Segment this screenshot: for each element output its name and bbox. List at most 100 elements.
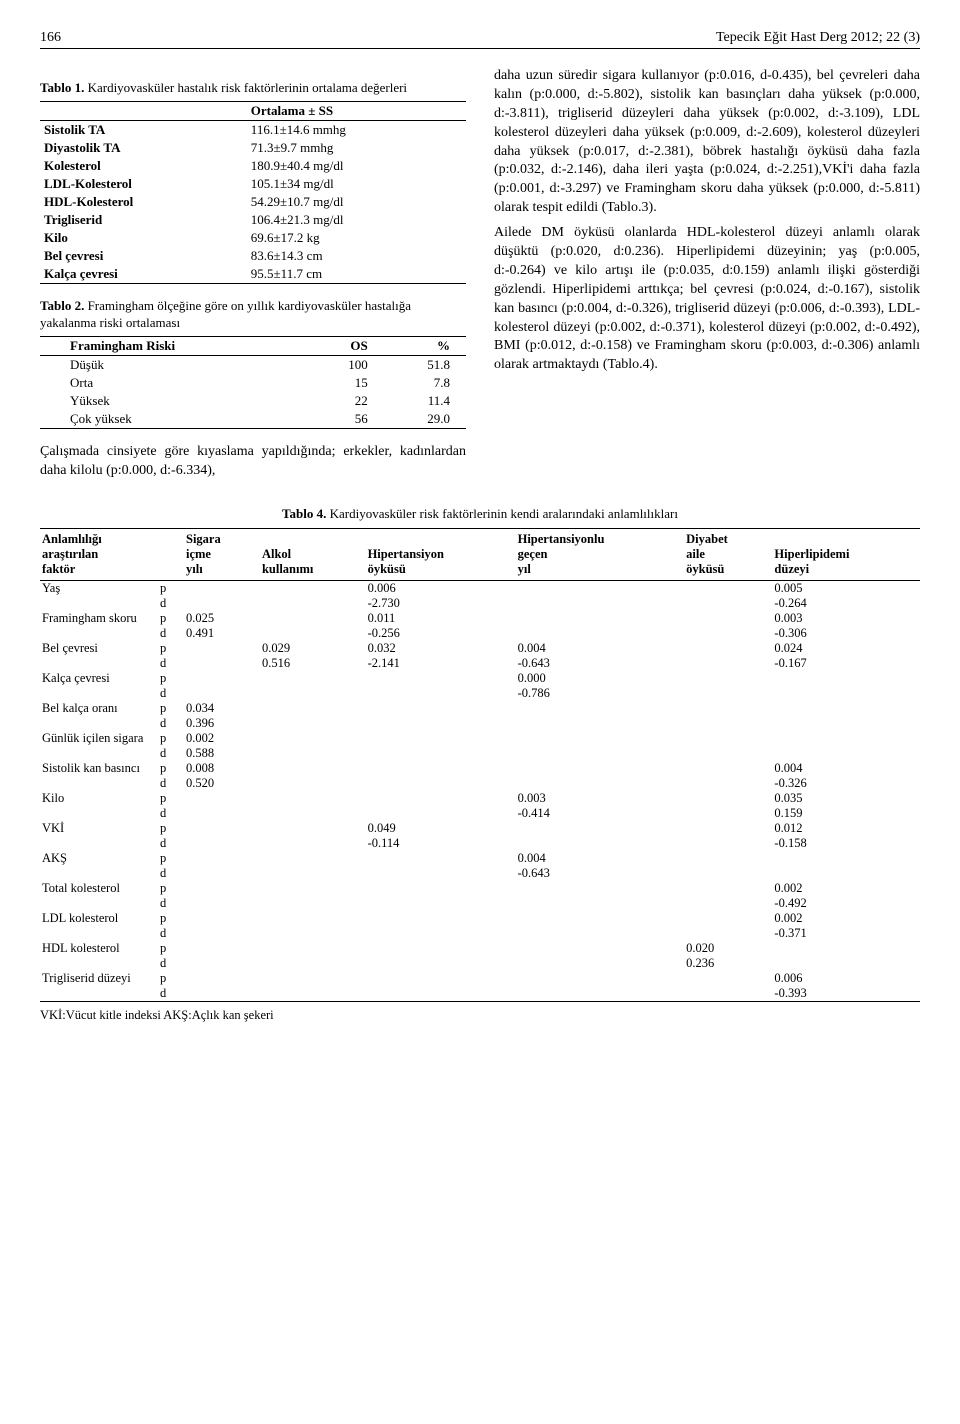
t4-header: Sigaraiçmeyılı: [184, 529, 260, 581]
t4-cell: [684, 986, 772, 1002]
t4-cell: [516, 986, 685, 1002]
t4-cell: [516, 761, 685, 776]
t4-pd: d: [158, 896, 184, 911]
table-row: d-0.371: [40, 926, 920, 941]
t4-label: Kalça çevresi: [40, 671, 158, 701]
table-row: Bel çevresi83.6±14.3 cm: [40, 247, 466, 265]
t4-cell: [772, 866, 920, 881]
t2-c2: 100: [308, 355, 384, 374]
t4-cell: 0.003: [772, 611, 920, 626]
t4-cell: [684, 896, 772, 911]
t4-pd: d: [158, 746, 184, 761]
t4-cell: -2.141: [366, 656, 516, 671]
t4-cell: [684, 641, 772, 656]
t4-cell: [684, 581, 772, 597]
table-row: d0.520-0.326: [40, 776, 920, 791]
table-row: AKŞp0.004: [40, 851, 920, 866]
t4-cell: -0.643: [516, 866, 685, 881]
table-row: LDL-Kolesterol105.1±34 mg/dl: [40, 175, 466, 193]
table-row: d-2.730-0.264: [40, 596, 920, 611]
t4-label: Framingham skoru: [40, 611, 158, 641]
t4-cell: 0.035: [772, 791, 920, 806]
t4-cell: [260, 716, 366, 731]
t4-label: Yaş: [40, 581, 158, 612]
t4-cell: [260, 956, 366, 971]
t4-cell: 0.491: [184, 626, 260, 641]
t4-cell: [516, 956, 685, 971]
table4-caption: Tablo 4. Kardiyovasküler risk faktörleri…: [40, 506, 920, 522]
t4-pd: p: [158, 611, 184, 626]
t4-pd: p: [158, 641, 184, 656]
t1-key: Kilo: [40, 229, 247, 247]
t4-cell: 0.002: [772, 881, 920, 896]
t2-c1: Düşük: [40, 355, 308, 374]
table-row: Yüksek2211.4: [40, 392, 466, 410]
t4-cell: [772, 671, 920, 686]
t4-cell: 0.049: [366, 821, 516, 836]
t4-label: HDL kolesterol: [40, 941, 158, 971]
t4-cell: [366, 686, 516, 701]
t4-cell: [366, 926, 516, 941]
table-row: Sistolik TA116.1±14.6 mmhg: [40, 120, 466, 139]
t1-val: 105.1±34 mg/dl: [247, 175, 466, 193]
t4-cell: -0.264: [772, 596, 920, 611]
t4-cell: [260, 581, 366, 597]
t2-c3: 29.0: [384, 410, 466, 429]
t4-pd: p: [158, 971, 184, 986]
t4-cell: [516, 971, 685, 986]
t4-label: Sistolik kan basıncı: [40, 761, 158, 791]
t4-label: Bel kalça oranı: [40, 701, 158, 731]
t4-cell: [684, 851, 772, 866]
t4-cell: [772, 956, 920, 971]
t1-val: 69.6±17.2 kg: [247, 229, 466, 247]
t1-val: 71.3±9.7 mmhg: [247, 139, 466, 157]
t4-cell: [184, 581, 260, 597]
t4-cell: [772, 701, 920, 716]
table2-caption-text: Framingham ölçeğine göre on yıllık kardi…: [40, 298, 411, 330]
t4-cell: [184, 926, 260, 941]
t4-cell: [772, 851, 920, 866]
t4-cell: [684, 701, 772, 716]
t1-val: 180.9±40.4 mg/dl: [247, 157, 466, 175]
t4-cell: [260, 926, 366, 941]
t4-cell: [260, 911, 366, 926]
table-row: d-0.393: [40, 986, 920, 1002]
table1-caption-text: Kardiyovasküler hastalık risk faktörleri…: [88, 80, 407, 95]
t4-header: Alkolkullanımı: [260, 529, 366, 581]
t4-cell: 0.034: [184, 701, 260, 716]
t4-pd: d: [158, 626, 184, 641]
t4-cell: [366, 791, 516, 806]
t4-cell: [516, 581, 685, 597]
t4-label: Total kolesterol: [40, 881, 158, 911]
t4-cell: [260, 881, 366, 896]
t4-cell: [516, 896, 685, 911]
t4-cell: 0.005: [772, 581, 920, 597]
t4-cell: [684, 731, 772, 746]
t4-header: Hipertansiyonöyküsü: [366, 529, 516, 581]
t4-cell: 0.011: [366, 611, 516, 626]
t4-cell: [184, 671, 260, 686]
t4-cell: [516, 821, 685, 836]
t4-cell: [516, 881, 685, 896]
t1-key: Sistolik TA: [40, 120, 247, 139]
t4-cell: [184, 941, 260, 956]
t4-cell: 0.024: [772, 641, 920, 656]
t4-header: Hiperlipidemidüzeyi: [772, 529, 920, 581]
t1-val: 54.29±10.7 mg/dl: [247, 193, 466, 211]
table2: Framingham Riski OS % Düşük10051.8Orta15…: [40, 336, 466, 429]
table-row: Günlük içilen sigarap0.002: [40, 731, 920, 746]
t4-cell: [684, 821, 772, 836]
page-number: 166: [40, 30, 61, 46]
t1-val: 106.4±21.3 mg/dl: [247, 211, 466, 229]
t4-cell: [772, 686, 920, 701]
t4-cell: [684, 866, 772, 881]
t4-cell: 0.029: [260, 641, 366, 656]
t4-cell: -0.786: [516, 686, 685, 701]
t4-pd: p: [158, 821, 184, 836]
table1-caption: Tablo 1. Kardiyovasküler hastalık risk f…: [40, 80, 466, 97]
table4-header-row: AnlamlılığıaraştırılanfaktörSigaraiçmeyı…: [40, 529, 920, 581]
table-row: Total kolesterolp0.002: [40, 881, 920, 896]
t4-pd: p: [158, 941, 184, 956]
t4-cell: [184, 596, 260, 611]
t4-cell: [684, 776, 772, 791]
